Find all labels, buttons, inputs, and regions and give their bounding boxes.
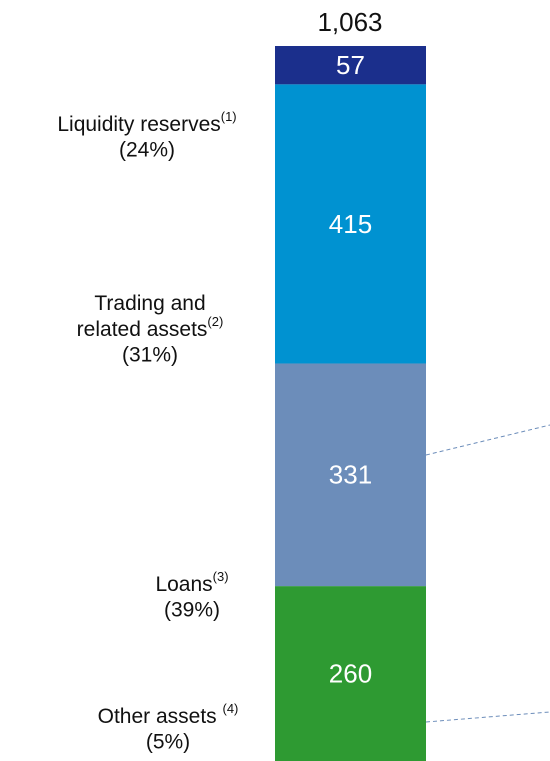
value-label: 260 <box>329 658 372 688</box>
value-label: 57 <box>336 50 365 80</box>
category-label: related assets(2) <box>77 314 224 340</box>
category-name: Liquidity reserves <box>57 113 220 136</box>
bar-segment <box>275 84 426 364</box>
connector <box>425 711 550 723</box>
value-label: 331 <box>329 460 372 490</box>
footnote-marker: (4) <box>223 701 239 716</box>
total-label: 1,063 <box>317 7 382 37</box>
share-label: (24%) <box>119 139 175 162</box>
category-label: Trading and <box>94 292 205 315</box>
value-label: 415 <box>329 209 372 239</box>
category-name: related assets <box>77 318 208 341</box>
share-label: (5%) <box>146 731 190 754</box>
category-label: Other assets (4) <box>98 701 239 727</box>
share-label: (31%) <box>122 344 178 367</box>
footnote-marker: (3) <box>213 569 229 584</box>
footnote-marker: (2) <box>207 314 223 329</box>
share-label: (39%) <box>164 599 220 622</box>
category-name: Trading and <box>94 292 205 315</box>
footnote-marker: (1) <box>221 109 237 124</box>
category-name: Loans <box>155 573 212 596</box>
bar-segment <box>275 363 426 587</box>
connector <box>425 424 550 456</box>
category-label: Loans(3) <box>155 569 228 595</box>
bar-segment <box>275 586 426 761</box>
category-label: Liquidity reserves(1) <box>57 109 236 135</box>
bar-segment <box>275 46 426 85</box>
category-name: Other assets <box>98 705 223 728</box>
